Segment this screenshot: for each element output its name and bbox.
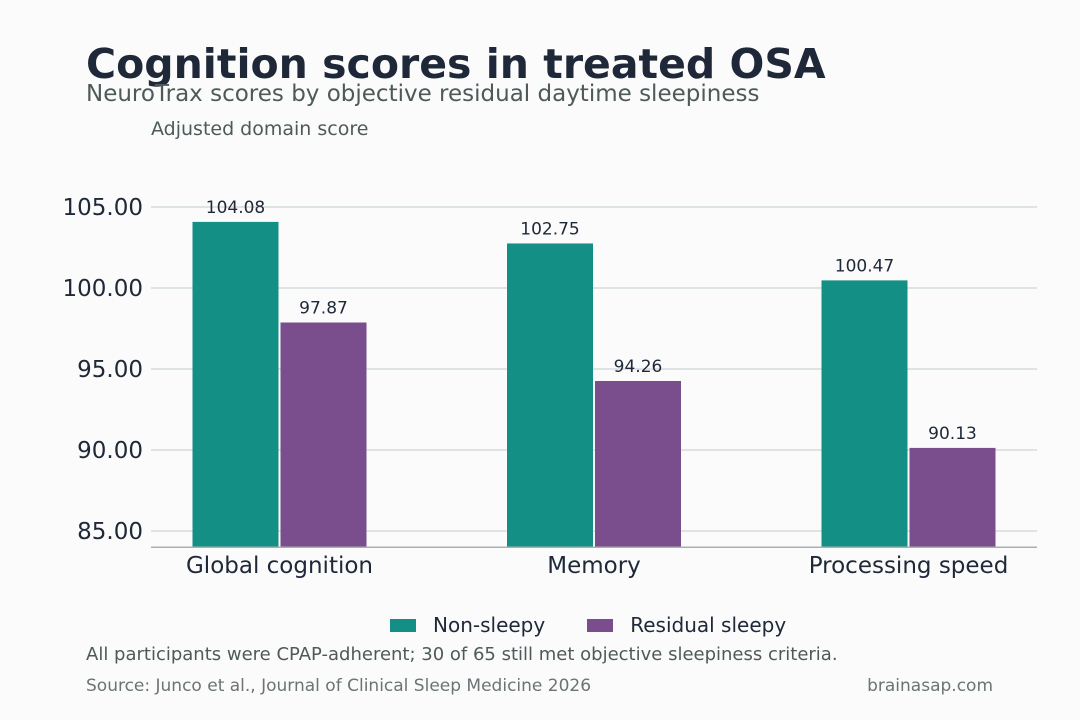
x-tick-label: Processing speed: [809, 553, 1009, 579]
data-label: 100.47: [835, 256, 894, 276]
bar-chart: 85.00 90.00 95.00 100.00 105.00 104.08 97.87 Gl…: [63, 195, 1037, 579]
chart-title: Cognition scores in treated OSA: [86, 40, 826, 88]
y-axis-label: Adjusted domain score: [151, 118, 369, 140]
footnote: All participants were CPAP-adherent; 30 …: [86, 644, 838, 665]
x-tick-label: Memory: [547, 553, 641, 579]
y-tick-label: 100.00: [63, 276, 143, 302]
y-tick-label: 90.00: [77, 438, 143, 464]
legend-label-non-sleepy: Non-sleepy: [433, 613, 546, 637]
data-label: 102.75: [520, 219, 579, 239]
y-tick-label: 105.00: [63, 195, 143, 221]
bar: [192, 221, 279, 548]
y-tick-label: 85.00: [77, 519, 143, 545]
legend-swatch-non-sleepy: [390, 618, 416, 632]
bar: [909, 447, 996, 548]
bar: [507, 243, 593, 548]
chart-subtitle: NeuroTrax scores by objective residual d…: [86, 81, 760, 107]
source-citation: Source: Junco et al., Journal of Clinica…: [86, 676, 592, 696]
data-label: 94.26: [614, 357, 663, 377]
data-label: 104.08: [206, 198, 265, 218]
x-tick-label: Global cognition: [186, 553, 373, 579]
data-label: 97.87: [299, 299, 348, 319]
y-tick-label: 95.00: [77, 357, 143, 383]
site-credit: brainasap.com: [867, 676, 993, 696]
legend-label-residual-sleepy: Residual sleepy: [630, 613, 787, 637]
bar: [595, 380, 681, 548]
legend: Non-sleepy Residual sleepy: [390, 613, 828, 637]
legend-item-non-sleepy: Non-sleepy: [390, 613, 545, 637]
data-label: 90.13: [928, 424, 977, 444]
bar: [821, 280, 908, 548]
legend-swatch-residual-sleepy: [587, 618, 614, 632]
legend-item-residual-sleepy: Residual sleepy: [587, 613, 786, 637]
bar: [280, 322, 367, 548]
